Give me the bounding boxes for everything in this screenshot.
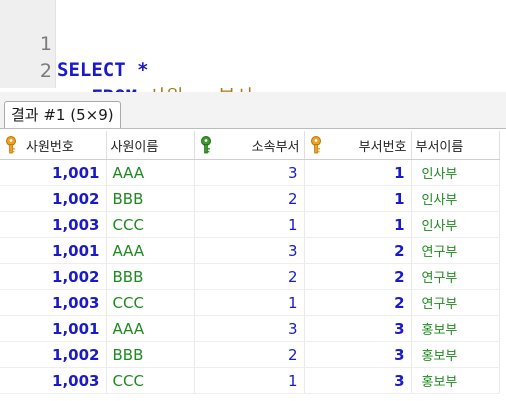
cell-emp-no[interactable]: 1,002: [0, 263, 107, 290]
cell-dept-name[interactable]: 홍보부: [411, 341, 500, 368]
code-line-2[interactable]: 2 FROM 사원 , 부서 ;: [0, 32, 506, 108]
primary-key-icon: [310, 136, 321, 154]
cell-dept[interactable]: 3: [194, 159, 305, 186]
cell-emp-name[interactable]: CCC: [106, 367, 195, 394]
cell-dept-no[interactable]: 3: [304, 367, 412, 394]
cell-dept[interactable]: 2: [194, 341, 305, 368]
cell-dept[interactable]: 3: [194, 237, 305, 264]
cell-dept[interactable]: 2: [194, 185, 305, 212]
column-header-label: 부서번호: [358, 139, 407, 155]
table-row[interactable]: 1,003 CCC 1 3 홍보부: [0, 367, 500, 394]
cell-dept-no[interactable]: 1: [304, 159, 412, 186]
cell-dept-name[interactable]: 인사부: [411, 159, 500, 186]
cell-emp-name[interactable]: BBB: [106, 263, 195, 290]
cell-emp-no[interactable]: 1,002: [0, 185, 107, 212]
result-tab-1[interactable]: 결과 #1 (5×9): [4, 101, 121, 128]
cell-dept-name[interactable]: 홍보부: [411, 315, 500, 342]
cell-dept[interactable]: 1: [194, 367, 305, 394]
cell-emp-no[interactable]: 1,001: [0, 237, 107, 264]
table-row[interactable]: 1,003 CCC 1 1 인사부: [0, 211, 500, 238]
grid-header-row: 사원번호 사원이름 소속부서 부: [0, 131, 500, 160]
cell-dept-no[interactable]: 3: [304, 315, 412, 342]
cell-emp-name[interactable]: CCC: [106, 211, 195, 238]
column-header-dept-no[interactable]: 부서번호: [304, 131, 412, 160]
line-number-gutter: [0, 0, 56, 88]
table-row[interactable]: 1,003 CCC 1 2 연구부: [0, 289, 500, 316]
column-header-dept-name[interactable]: 부서이름: [411, 131, 500, 160]
cell-emp-no[interactable]: 1,003: [0, 211, 107, 238]
cell-emp-name[interactable]: BBB: [106, 185, 195, 212]
table-row[interactable]: 1,001 AAA 3 2 연구부: [0, 237, 500, 264]
foreign-key-icon: [200, 136, 211, 154]
cell-emp-no[interactable]: 1,003: [0, 289, 107, 316]
column-header-label: 사원번호: [26, 139, 74, 155]
cell-dept[interactable]: 2: [194, 263, 305, 290]
table-row[interactable]: 1,002 BBB 2 3 홍보부: [0, 341, 500, 368]
results-tab-strip: 결과 #1 (5×9): [0, 92, 506, 129]
sql-editor[interactable]: 1 SELECT * 2 FROM 사원 , 부서 ;: [0, 0, 506, 108]
cell-dept-name[interactable]: 홍보부: [411, 367, 500, 394]
cell-dept-no[interactable]: 1: [304, 185, 412, 212]
primary-key-icon: [6, 136, 16, 154]
cell-emp-no[interactable]: 1,003: [0, 367, 107, 394]
table-row[interactable]: 1,002 BBB 2 2 연구부: [0, 263, 500, 290]
cell-emp-name[interactable]: BBB: [106, 341, 195, 368]
column-header-emp-no[interactable]: 사원번호: [0, 131, 107, 160]
cell-emp-no[interactable]: 1,001: [0, 315, 107, 342]
column-header-label: 사원이름: [110, 139, 159, 155]
cell-dept-no[interactable]: 2: [304, 289, 412, 316]
table-row[interactable]: 1,001 AAA 3 1 인사부: [0, 159, 500, 186]
cell-dept[interactable]: 3: [194, 315, 305, 342]
line-number: 1: [39, 33, 52, 55]
cell-dept[interactable]: 1: [194, 289, 305, 316]
cell-dept-no[interactable]: 3: [304, 341, 412, 368]
cell-emp-no[interactable]: 1,002: [0, 341, 107, 368]
cell-dept[interactable]: 1: [194, 211, 305, 238]
cell-dept-no[interactable]: 2: [304, 263, 412, 290]
cell-dept-name[interactable]: 연구부: [411, 237, 500, 264]
column-header-label: 소속부서: [251, 139, 300, 155]
column-header-label: 부서이름: [415, 139, 464, 155]
table-row[interactable]: 1,002 BBB 2 1 인사부: [0, 185, 500, 212]
code-line-1[interactable]: 1 SELECT *: [0, 5, 506, 81]
asterisk-token: *: [137, 59, 149, 81]
column-header-dept[interactable]: 소속부서: [194, 131, 305, 160]
column-header-emp-name[interactable]: 사원이름: [106, 131, 195, 160]
line-number: 2: [39, 60, 52, 82]
cell-emp-name[interactable]: AAA: [106, 159, 195, 186]
cell-emp-name[interactable]: AAA: [106, 315, 195, 342]
cell-dept-name[interactable]: 인사부: [411, 211, 500, 238]
cell-emp-name[interactable]: CCC: [106, 289, 195, 316]
cell-dept-name[interactable]: 연구부: [411, 289, 500, 316]
cell-dept-no[interactable]: 1: [304, 211, 412, 238]
table-row[interactable]: 1,001 AAA 3 3 홍보부: [0, 315, 500, 342]
keyword-select: SELECT: [57, 59, 126, 81]
cell-dept-name[interactable]: 연구부: [411, 263, 500, 290]
cell-dept-name[interactable]: 인사부: [411, 185, 500, 212]
cell-emp-name[interactable]: AAA: [106, 237, 195, 264]
cell-emp-no[interactable]: 1,001: [0, 159, 107, 186]
results-grid[interactable]: 사원번호 사원이름 소속부서 부: [0, 131, 506, 394]
cell-dept-no[interactable]: 2: [304, 237, 412, 264]
